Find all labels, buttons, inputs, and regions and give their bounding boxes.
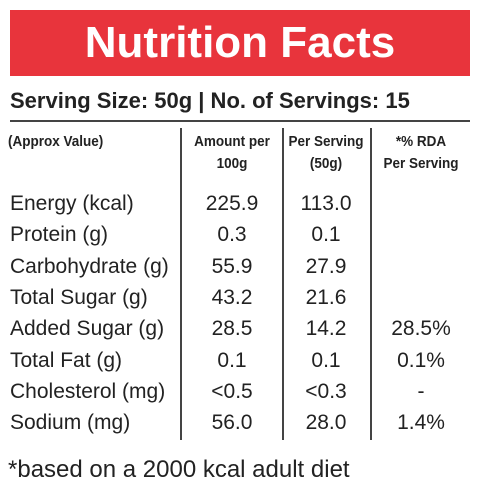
divider (10, 120, 470, 122)
column-divider (180, 128, 182, 440)
row-label: Added Sugar (g) (10, 317, 165, 341)
row-label: Total Sugar (g) (10, 285, 148, 309)
column-header: Amount per (194, 133, 270, 150)
cell-value: 55.9 (211, 254, 253, 278)
column-divider (370, 128, 372, 440)
cell-value: 0.1 (311, 223, 341, 247)
row-label: Protein (g) (10, 223, 109, 247)
column-header: (50g) (309, 155, 343, 172)
cell-value: 43.2 (211, 285, 253, 309)
cell-value: 1.4% (397, 411, 445, 435)
column-divider (282, 128, 284, 440)
cell-value: 56.0 (211, 411, 253, 435)
cell-value: <0.5 (211, 379, 253, 403)
cell-value: 28.5 (211, 317, 253, 341)
row-label: Cholesterol (mg) (10, 379, 166, 403)
row-label: Sodium (mg) (10, 411, 131, 435)
cell-value: 225.9 (205, 192, 259, 215)
cell-value: 14.2 (305, 317, 347, 341)
row-label: Total Fat (g) (10, 348, 123, 372)
row-label: Energy (kcal) (10, 192, 134, 215)
column-header: *% RDA (395, 133, 447, 150)
title-bar (10, 10, 470, 76)
column-header: Per Serving (383, 155, 459, 172)
cell-value: <0.3 (305, 379, 347, 403)
title: Nutrition Facts (84, 18, 396, 67)
serving-info: Serving Size: 50g | No. of Servings: 15 (10, 88, 410, 113)
footnote: *based on a 2000 kcal adult diet (8, 456, 350, 483)
column-header: 100g (216, 155, 248, 172)
cell-value: 0.3 (217, 223, 247, 247)
row-label: Carbohydrate (g) (10, 254, 169, 278)
cell-value: 21.6 (305, 285, 347, 309)
cell-value: 28.5% (391, 317, 451, 341)
cell-value: 27.9 (305, 254, 347, 278)
cell-value: 28.0 (305, 411, 347, 435)
cell-value: 0.1% (397, 348, 445, 372)
cell-value: - (417, 379, 425, 403)
cell-value: 0.1 (311, 348, 341, 372)
cell-value: 113.0 (300, 192, 352, 215)
cell-value: 0.1 (217, 348, 247, 372)
column-header: Per Serving (288, 133, 364, 150)
column-header: (Approx Value) (8, 133, 104, 150)
